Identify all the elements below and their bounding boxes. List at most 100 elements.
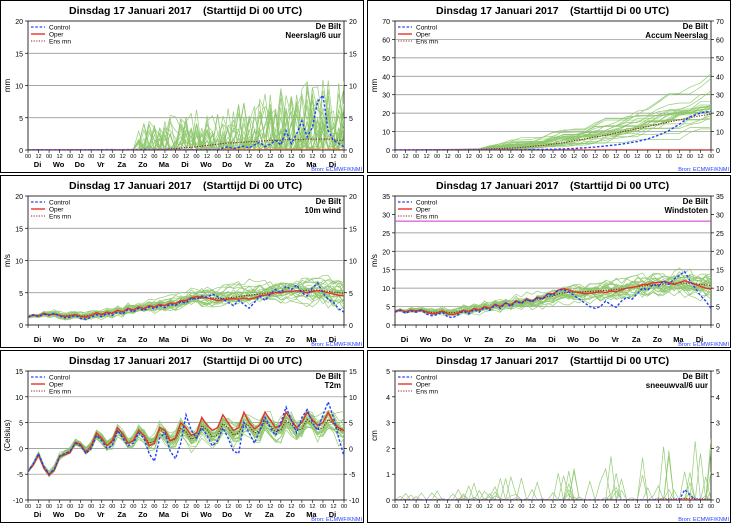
x-hour-label: 12: [424, 154, 430, 160]
y-tick-label-right: 20: [716, 111, 724, 118]
ensemble-member-line: [395, 467, 711, 500]
x-day-label: Di: [34, 335, 42, 344]
x-hour-label: 12: [57, 154, 63, 160]
y-tick-label-left: -10: [13, 498, 23, 505]
y-tick-label-right: 40: [716, 74, 724, 81]
x-hour-label: 12: [141, 154, 147, 160]
x-hour-label: 00: [560, 504, 566, 510]
x-hour-label: 12: [288, 154, 294, 160]
x-hour-label: 12: [508, 154, 514, 160]
x-hour-label: 12: [466, 154, 472, 160]
ensemble-member-line: [28, 80, 344, 150]
ensemble-member-line: [395, 475, 711, 500]
chart-date-title: Dinsdag 17 Januari 2017: [436, 5, 559, 17]
y-tick-label-left: 20: [382, 249, 390, 256]
control-series-line: [395, 110, 711, 150]
y-tick-label-left: 15: [15, 51, 23, 58]
x-day-label: Vr: [244, 335, 252, 344]
x-hour-label: 00: [560, 154, 566, 160]
ensmean-series-line: [28, 418, 344, 476]
x-day-label: Za: [117, 160, 127, 169]
legend-label: Ens mn: [49, 389, 71, 396]
x-hour-label: 00: [603, 504, 609, 510]
y-tick-label-left: 30: [382, 212, 390, 219]
plot-area: [28, 275, 344, 321]
y-axis-label: mm: [370, 79, 379, 93]
x-hour-label: 00: [624, 154, 630, 160]
x-day-label: Ma: [306, 335, 317, 344]
x-day-label: Do: [222, 335, 232, 344]
y-tick-label-left: 15: [382, 268, 390, 275]
x-hour-label: 00: [624, 504, 630, 510]
x-day-label: Ma: [526, 335, 537, 344]
source-credit: Bron: ECMWF/KNMI: [311, 517, 362, 523]
x-hour-label: 00: [645, 504, 651, 510]
y-tick-label-right: 10: [349, 84, 357, 91]
legend-label: Oper: [416, 207, 431, 214]
control-series-line: [395, 270, 711, 319]
x-hour-label: 12: [267, 504, 273, 510]
y-axis-label: m/s: [3, 254, 12, 267]
y-tick-label-left: 10: [382, 130, 390, 137]
chart-date-title: Dinsdag 17 Januari 2017: [436, 355, 559, 367]
y-tick-label-right: 15: [349, 369, 357, 376]
oper-series-line: [28, 290, 344, 318]
x-hour-label: 00: [687, 154, 693, 160]
y-tick-label-left: 10: [15, 395, 23, 402]
x-hour-label: 00: [434, 154, 440, 160]
y-tick-label-left: 3: [386, 421, 390, 428]
x-day-label: Do: [589, 335, 599, 344]
y-tick-label-right: 0: [349, 446, 353, 453]
x-hour-label: 00: [88, 154, 94, 160]
plot-area: [28, 399, 344, 478]
x-hour-label: 00: [25, 154, 31, 160]
x-day-label: Ma: [673, 335, 684, 344]
x-hour-label: 00: [46, 154, 52, 160]
y-tick-label-right: 70: [716, 19, 724, 26]
y-tick-label-left: 5: [386, 305, 390, 312]
x-day-label: Vr: [244, 160, 252, 169]
legend-label: Control: [416, 200, 438, 207]
ensemble-member-line: [28, 79, 344, 150]
ensemble-member-line: [28, 103, 344, 150]
station-name: De Bilt: [683, 22, 709, 31]
x-day-label: Do: [442, 335, 452, 344]
chart-start-title: (Starttijd Di 00 UTC): [570, 180, 669, 192]
y-tick-label-left: 40: [382, 74, 390, 81]
x-hour-label: 00: [539, 154, 545, 160]
x-hour-label: 12: [613, 154, 619, 160]
x-hour-label: 12: [78, 154, 84, 160]
source-credit: Bron: ECMWF/KNMI: [311, 342, 362, 348]
x-hour-label: 12: [592, 154, 598, 160]
x-hour-label: 12: [676, 504, 682, 510]
legend-label: Control: [49, 25, 71, 32]
x-hour-label: 12: [634, 154, 640, 160]
x-hour-label: 00: [645, 154, 651, 160]
x-day-label: Do: [75, 160, 85, 169]
y-tick-label-left: 1: [386, 472, 390, 479]
x-hour-label: 00: [193, 504, 199, 510]
x-hour-label: 00: [88, 504, 94, 510]
x-day-label: Di: [329, 160, 337, 169]
x-hour-label: 00: [518, 504, 524, 510]
x-day-label: Di: [181, 335, 189, 344]
y-tick-label-right: 1: [716, 472, 720, 479]
x-hour-label: 00: [320, 154, 326, 160]
y-tick-label-right: 2: [716, 446, 720, 453]
x-day-label: Do: [75, 510, 85, 519]
chart-t2m: Dinsdag 17 Januari 2017 (Starttijd Di 00 …: [3, 355, 362, 523]
x-hour-label: 12: [309, 504, 315, 510]
ensemble-member-line: [28, 98, 344, 150]
ensemble-member-line: [395, 470, 711, 500]
x-hour-label: 12: [402, 154, 408, 160]
ensemble-member-line: [395, 476, 711, 500]
x-hour-label: 12: [246, 504, 252, 510]
y-tick-label-right: 5: [716, 305, 720, 312]
chart-neerslag: Dinsdag 17 Januari 2017 (Starttijd Di 00 …: [3, 5, 362, 173]
y-tick-label-left: 0: [386, 498, 390, 505]
x-hour-label: 12: [225, 504, 231, 510]
y-tick-label-right: 4: [716, 395, 720, 402]
y-tick-label-right: 30: [716, 212, 724, 219]
y-tick-label-right: 25: [716, 231, 724, 238]
x-hour-label: 12: [225, 154, 231, 160]
